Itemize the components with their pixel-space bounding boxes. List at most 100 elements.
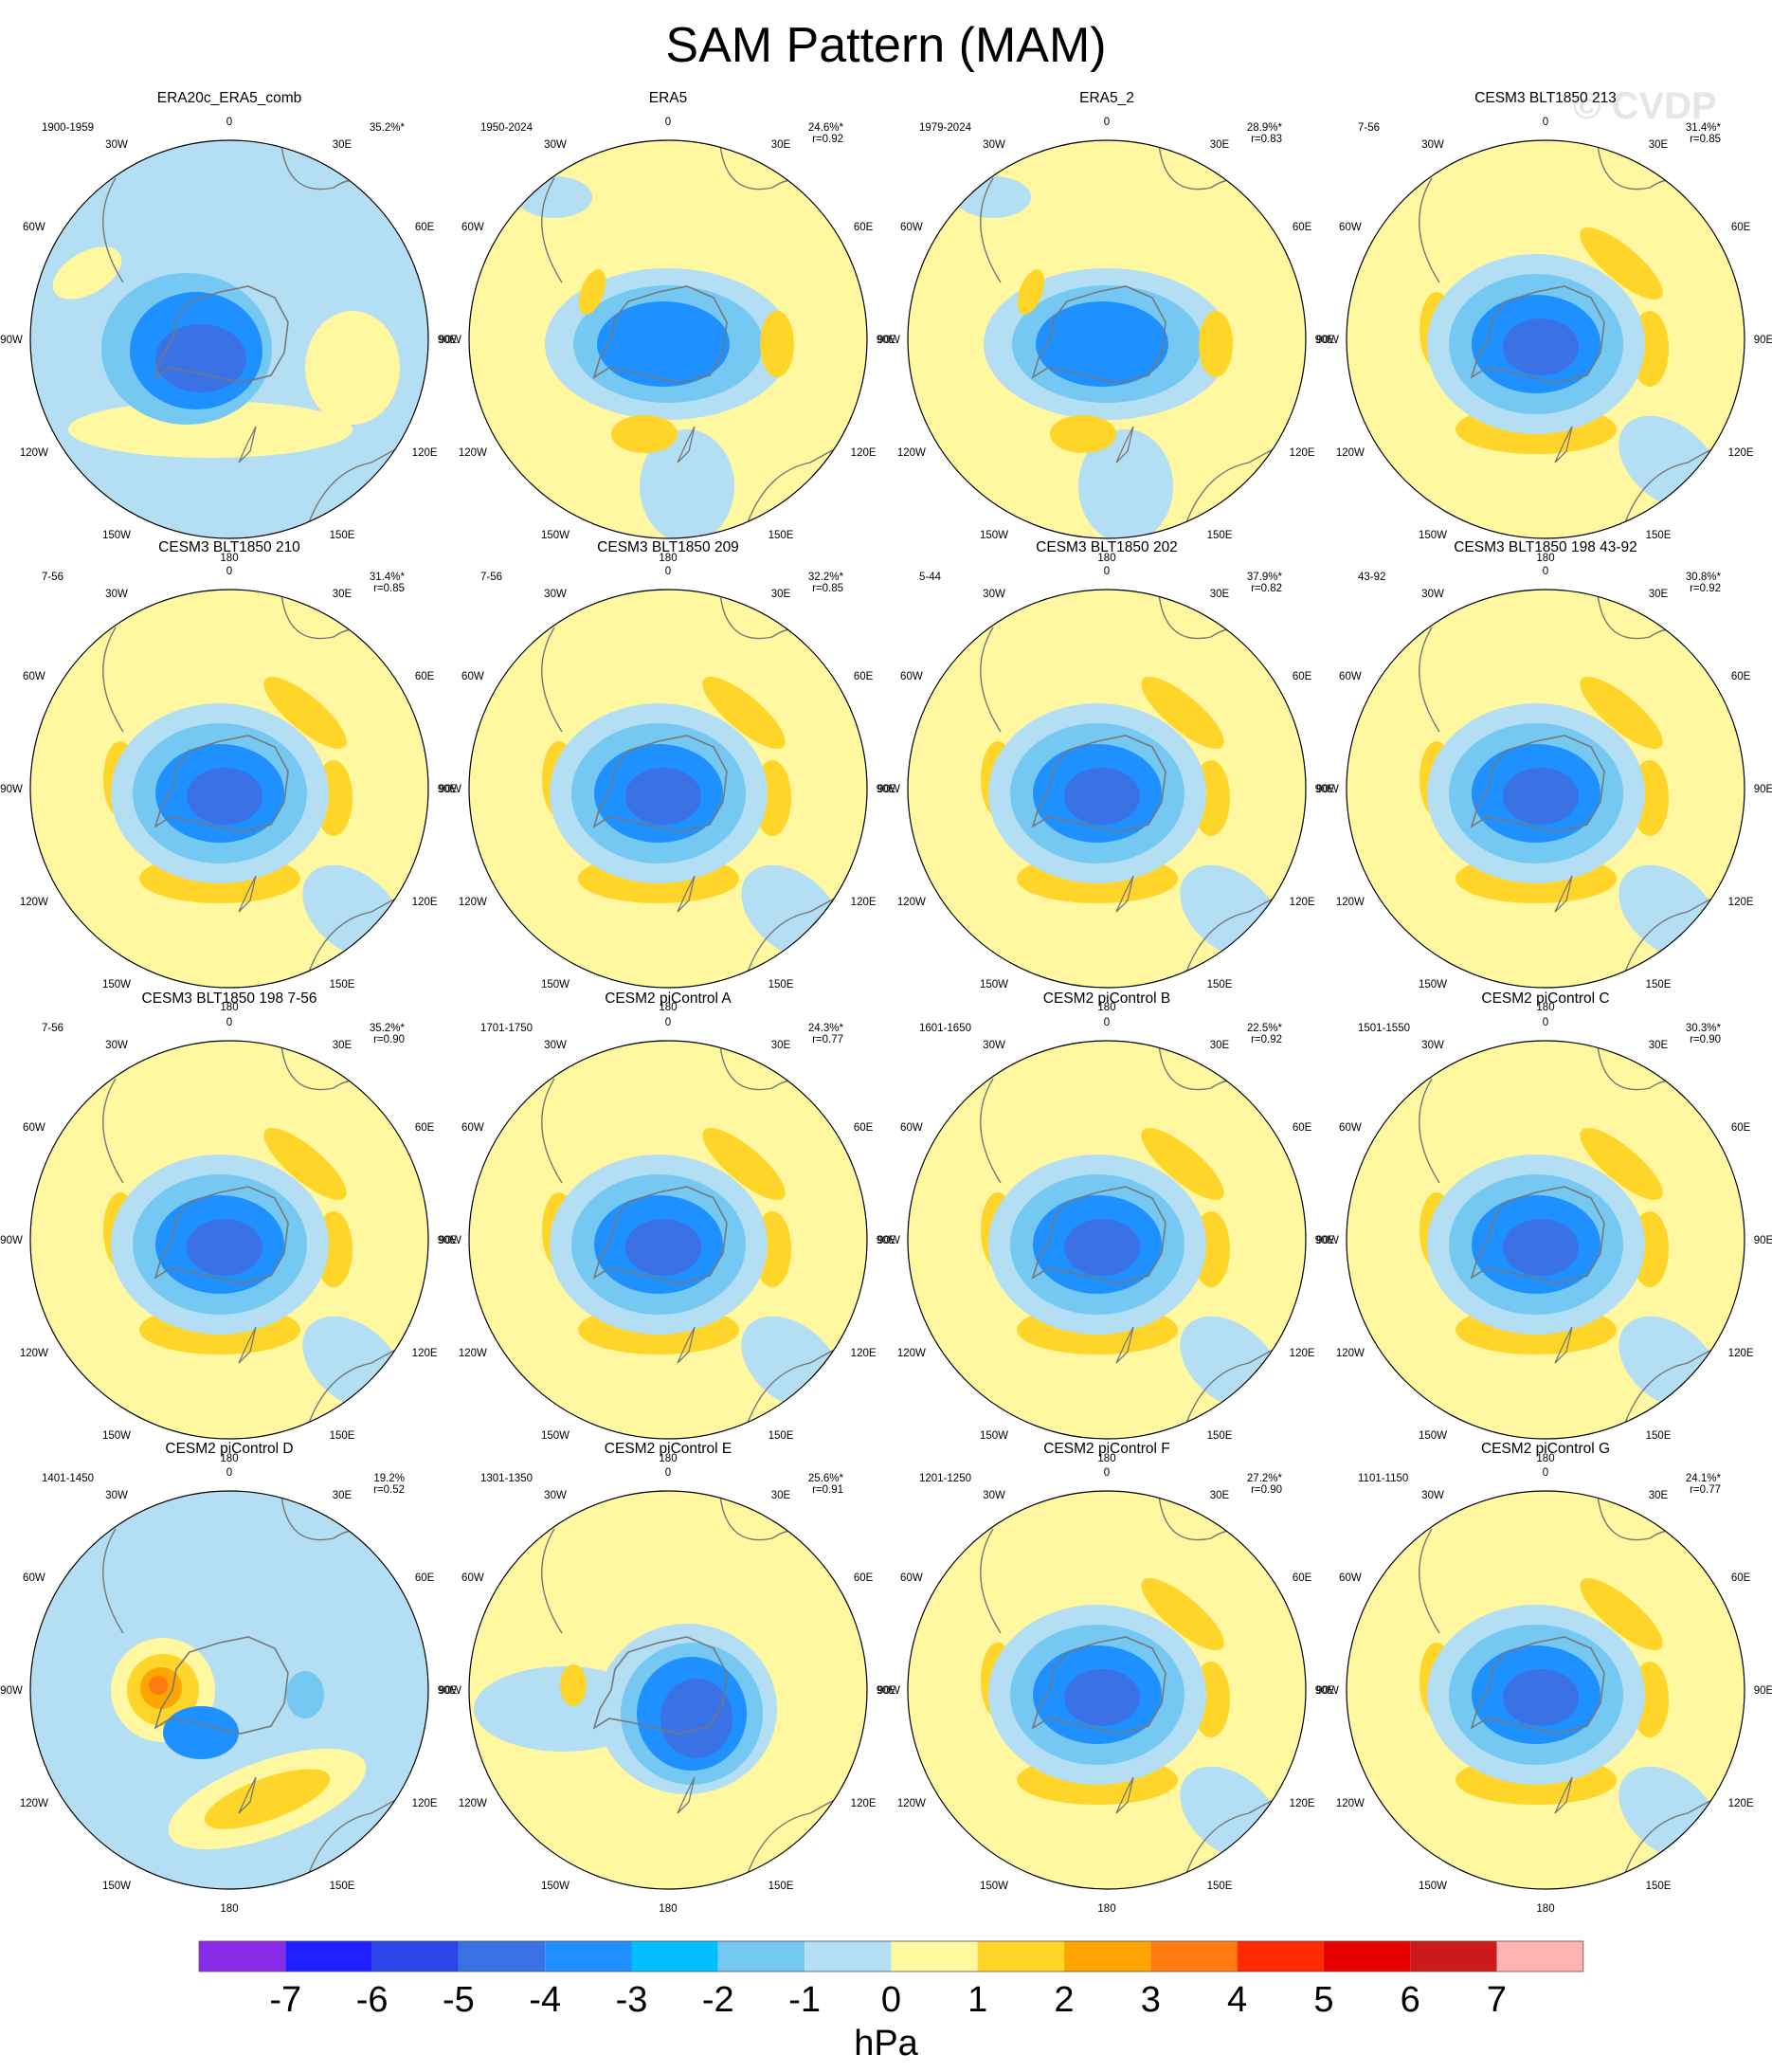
new-zealand-coastline [1554,426,1573,463]
longitude-label: 180 [1536,1453,1554,1464]
longitude-label: 30E [1210,589,1230,600]
colorbar-tick-label: -6 [356,1980,389,2020]
longitude-label: 150W [1419,1881,1447,1892]
percent-variance-explained: 27.2%* [1247,1473,1283,1484]
percent-variance-explained: 19.2% [373,1473,405,1484]
longitude-label: 30W [983,139,1005,151]
antarctica-coastline [1470,285,1605,384]
new-zealand-coastline [238,426,257,463]
longitude-label: 150E [1207,979,1233,991]
colorbar-swatch [805,1941,892,1972]
contour-field [469,590,867,988]
colorbar-tick-label: 6 [1401,1980,1420,2020]
antarctica-coastline [1470,1186,1605,1284]
positive-anomaly [1580,1578,1663,1650]
longitude-label: 150W [1419,530,1447,541]
map-panel: CESM2 piControl D 1401-1450 19.2%r=0.52 0 30… [0,1441,457,1915]
longitude-label: 120W [459,1348,487,1359]
longitude-label: 180 [1097,1453,1115,1464]
longitude-label: 90E [438,1235,458,1246]
longitude-label: 30W [544,1040,567,1051]
panel-title: ERA20c_ERA5_comb [157,90,302,106]
longitude-label: 90W [0,1685,23,1697]
contour-field [1347,1041,1745,1439]
colorbar-swatch [371,1941,459,1972]
longitude-label: 90W [1316,335,1339,346]
contour-field [30,1041,428,1439]
longitude-label: 120E [1290,1798,1315,1809]
longitude-label: 120W [1336,1348,1365,1359]
longitude-label: 120W [1336,447,1365,459]
longitude-label: 150E [330,979,355,991]
positive-anomaly [578,269,606,315]
longitude-label: 150E [1207,1881,1233,1892]
longitude-label: 180 [220,1903,238,1915]
longitude-label: 0 [226,117,232,128]
analysis-period: 1401-1450 [42,1473,94,1484]
map-panel: CESM2 piControl A 1701-1750 24.3%*r=0.77 0 3… [439,991,895,1464]
positive-anomaly [1580,227,1663,300]
longitude-label: 90E [877,1685,896,1697]
longitude-label: 30E [333,1490,353,1501]
analysis-period: 1900-1959 [42,122,94,134]
contour-field [908,590,1306,988]
longitude-label: 60W [1339,222,1362,233]
south-america-coastline [980,1528,1002,1634]
pattern-correlation: r=0.92 [812,134,843,145]
contour-field [469,1041,867,1439]
longitude-label: 90W [439,1685,461,1697]
colorbar-swatch [458,1941,546,1972]
south-america-coastline [980,627,1002,733]
antarctica-coastline [592,285,728,384]
longitude-label: 150E [1207,1430,1233,1442]
longitude-label: 0 [665,1467,671,1479]
contour-field [1347,1491,1745,1889]
antarctica-coastline [592,1636,728,1735]
longitude-label: 150W [102,1430,131,1442]
south-america-coastline [541,1078,563,1184]
antarctica-coastline [154,285,289,384]
colorbar-swatch [1496,1941,1583,1972]
antarctica-coastline [1031,735,1166,833]
contour-field [908,140,1306,538]
longitude-label: 60E [1731,1572,1751,1584]
south-america-coastline [980,1078,1002,1184]
positive-anomaly [204,1769,331,1829]
longitude-label: 30E [771,1490,791,1501]
antarctica-coastline [1031,285,1166,384]
colorbar-tick-label: 7 [1487,1980,1507,2020]
panel-title: CESM3 BLT1850 198 7-56 [142,991,317,1007]
map-panel: ERA5 1950-2024 24.6%*r=0.92 0 30E 60E 90E 120E 1… [439,90,895,564]
map-boundary-circle [29,1040,429,1440]
longitude-label: 0 [1104,566,1110,577]
longitude-label: 180 [220,1453,238,1464]
longitude-label: 150W [102,979,131,991]
longitude-label: 0 [1543,117,1548,128]
longitude-label: 60E [854,222,874,233]
longitude-label: 60W [461,222,484,233]
analysis-period: 1501-1550 [1358,1023,1410,1034]
analysis-period: 1301-1350 [480,1473,533,1484]
positive-anomaly [1580,677,1663,749]
longitude-label: 150E [1646,1430,1672,1442]
map-panel: CESM2 piControl E 1301-1350 25.6%*r=0.91 0 3… [439,1441,895,1915]
longitude-label: 90W [877,784,900,795]
longitude-label: 30E [1649,1490,1669,1501]
longitude-label: 60E [1731,671,1751,682]
longitude-label: 120E [1728,447,1754,459]
pattern-correlation: r=0.91 [812,1484,843,1496]
south-america-coastline [102,627,124,733]
longitude-label: 150W [102,1881,131,1892]
antarctica-coastline [592,735,728,833]
colorbar-swatch [631,1941,718,1972]
longitude-label: 180 [1097,553,1115,564]
panel-title: ERA5 [649,90,688,106]
longitude-label: 30E [771,139,791,151]
longitude-label: 60W [461,671,484,682]
longitude-label: 0 [1543,1467,1548,1479]
map-boundary-circle [1346,589,1745,989]
percent-variance-explained: 37.9%* [1247,572,1283,583]
longitude-label: 120W [459,447,487,459]
map-panel: CESM3 BLT1850 213 7-56 31.4%*r=0.85 0 30E 60E… [1316,90,1772,564]
longitude-label: 60W [23,671,45,682]
